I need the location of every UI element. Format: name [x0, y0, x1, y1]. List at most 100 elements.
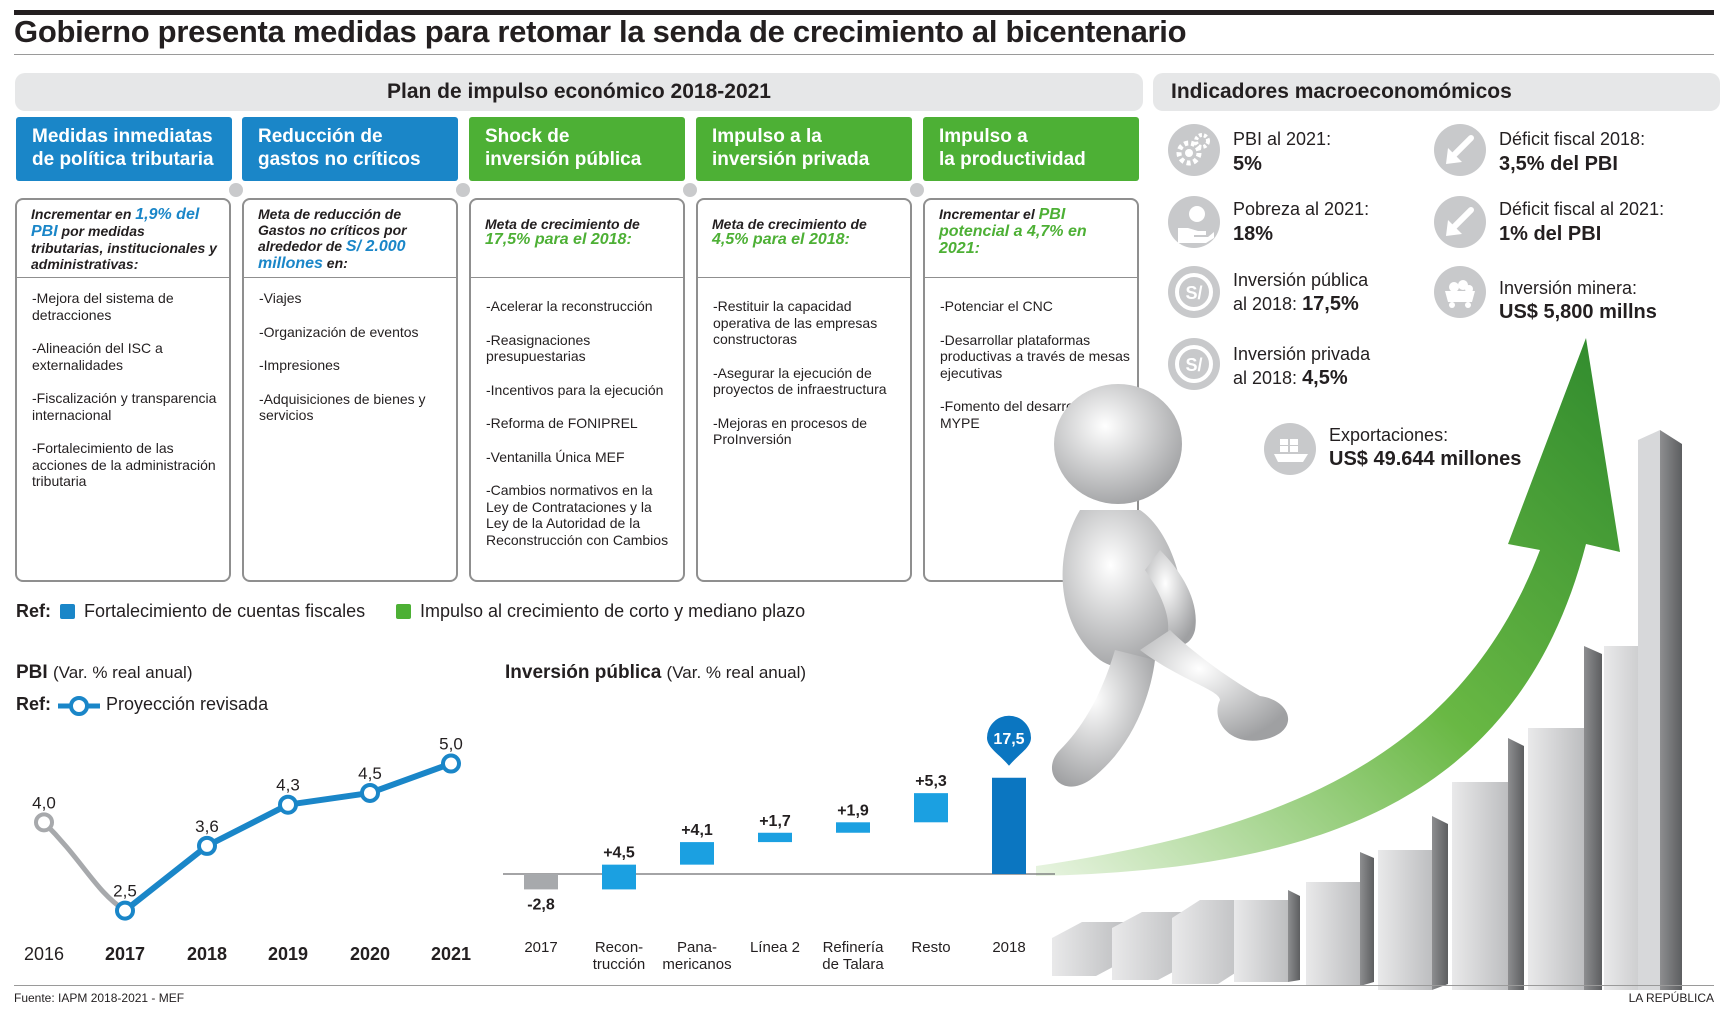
inv-chart-title: Inversión pública (Var. % real anual) — [505, 662, 806, 684]
list-item: -Fortalecimiento de las acciones de la a… — [32, 440, 216, 489]
card-items: -Restituir la capacidad operativa de las… — [698, 278, 910, 448]
indicator-label-line2: al 2018: 4,5% — [1233, 367, 1348, 390]
bar — [914, 793, 948, 823]
column-header-line: Medidas inmediatas — [32, 126, 213, 147]
indicator-label: Inversión privada — [1233, 344, 1371, 364]
hand-coin-icon — [1168, 196, 1220, 248]
indicator-label: Pobreza al 2021: — [1233, 199, 1370, 219]
intro-highlight: 1,9% del PBI — [31, 206, 200, 240]
legend-green-swatch — [396, 604, 411, 619]
list-item: -Desarrollar plataformas productivas a t… — [940, 331, 1130, 381]
card-inversion-privada: Meta de crecimiento de 4,5% para el 2018:… — [696, 198, 912, 582]
mine-cart-icon — [1434, 266, 1486, 318]
card-items: -Acelerar la reconstrucción -Reasignacio… — [471, 278, 683, 548]
legend-blue-label: Fortalecimiento de cuentas fiscales — [84, 601, 366, 621]
list-item: -Organización de eventos — [259, 323, 419, 340]
card-intro: Meta de reducción de Gastos no críticos … — [244, 200, 456, 278]
card-intro: Meta de crecimiento de 4,5% para el 2018: — [698, 200, 910, 278]
legend-blue-swatch — [60, 604, 75, 619]
bar-callout-marker — [987, 715, 1031, 766]
intro-text: Meta de reducción de Gastos no críticos … — [258, 206, 407, 254]
ship-icon — [1264, 423, 1316, 475]
x-tick-label: 2020 — [350, 944, 390, 964]
list-item: -Mejora del sistema de detracciones — [32, 290, 174, 323]
intro-text: Meta de crecimiento de — [712, 216, 867, 232]
bar — [602, 864, 636, 890]
list-item: -Fiscalización y transparencia internaci… — [32, 390, 217, 423]
data-label: 4,5 — [358, 764, 382, 783]
data-label: +1,7 — [759, 813, 791, 830]
source-note: Fuente: IAPM 2018-2021 - MEF — [14, 991, 185, 1005]
list-item: -Viajes — [259, 290, 302, 306]
connector-dot — [910, 183, 924, 197]
indicator-label: Inversión minera: — [1499, 278, 1638, 298]
data-label: -2,8 — [527, 896, 555, 913]
data-point — [441, 753, 461, 774]
indicator-value: 3,5% del PBI — [1499, 153, 1618, 175]
card-tributaria: Incrementar en 1,9% del PBI por medidas … — [15, 198, 231, 582]
list-item: -Adquisiciones de bienes y servicios — [259, 390, 426, 424]
x-tick-label: 2019 — [268, 944, 308, 964]
data-label: 17,5 — [993, 731, 1024, 748]
data-point — [115, 900, 135, 921]
data-label: 4,0 — [32, 793, 56, 812]
data-label: 4,3 — [276, 776, 300, 795]
column-header-line: inversión privada — [712, 149, 870, 170]
growth-illustration — [1036, 338, 1682, 990]
data-point — [34, 812, 54, 833]
list-item: -Reforma de FONIPREL — [486, 415, 638, 431]
indicator-label: Déficit fiscal al 2021: — [1499, 199, 1665, 219]
x-tick-label: Recon-trucción — [593, 939, 646, 973]
soles-icon: S/ — [1168, 266, 1220, 318]
indicator-label: PBI al 2021: — [1233, 129, 1332, 149]
headline: Gobierno presenta medidas para retomar l… — [14, 14, 1187, 49]
x-tick-label: 2017 — [105, 944, 145, 964]
list-item: -Reasignaciones presupuestarias — [486, 331, 591, 365]
data-point — [197, 835, 217, 856]
bar — [680, 842, 714, 865]
column-header-inversion-privada: Impulso a la inversión privada — [696, 117, 912, 181]
headline-rule — [14, 54, 1714, 55]
column-header-productividad: Impulso a la productividad — [923, 117, 1139, 181]
indicator-label-line2: al 2018: 17,5% — [1233, 293, 1359, 316]
data-label: +4,1 — [681, 822, 713, 839]
soles-icon: S/ — [1168, 338, 1220, 390]
data-point — [360, 782, 380, 803]
card-intro: Incrementar en 1,9% del PBI por medidas … — [17, 200, 229, 278]
column-header-line: de política tributaria — [32, 149, 214, 170]
brand: LA REPÚBLICA — [1628, 991, 1714, 1005]
pbi-subtitle: (Var. % real anual) — [52, 663, 193, 682]
bar — [758, 832, 792, 843]
svg-text:S/: S/ — [1185, 283, 1202, 303]
data-label: +4,5 — [603, 845, 635, 862]
pbi-legend-label: Proyección revisada — [106, 694, 269, 714]
list-item: -Impresiones — [259, 357, 340, 373]
list-item: -Cambios normativos en la Ley de Contrat… — [486, 482, 669, 548]
bar — [524, 874, 558, 890]
column-header-gastos: Reducción de gastos no críticos — [242, 117, 458, 181]
bar — [992, 777, 1026, 874]
card-items: -Mejora del sistema de detracciones -Ali… — [17, 278, 229, 490]
data-label: 2,5 — [113, 882, 137, 901]
series-line-histórico — [42, 820, 127, 913]
footer-rule — [14, 985, 1714, 986]
connector-dot — [456, 183, 470, 197]
indicator-value: 5% — [1233, 153, 1262, 175]
intro-text: por medidas tributarias, institucionales… — [31, 223, 217, 272]
list-item: -Ventanilla Única MEF — [486, 448, 625, 465]
x-tick-label: Resto — [911, 939, 950, 956]
column-header-line: Shock de — [485, 126, 570, 147]
legend-green-label: Impulso al crecimiento de corto y median… — [420, 601, 806, 621]
card-intro: Incrementar el PBI potencial a 4,7% en 2… — [925, 200, 1137, 278]
intro-highlight: 17,5% para el 2018: — [485, 231, 632, 248]
legend-ref: Ref: — [16, 601, 51, 621]
walking-figure — [1051, 384, 1289, 787]
pbi-legend-ref: Ref: — [16, 694, 51, 714]
column-header-tributaria: Medidas inmediatas de política tributari… — [16, 117, 232, 181]
top-rule — [14, 10, 1714, 15]
connector-dot — [683, 183, 697, 197]
bar — [836, 822, 870, 833]
data-label: 3,6 — [195, 817, 219, 836]
indicator-value: 1% del PBI — [1499, 223, 1602, 245]
x-tick-label: 2018 — [992, 939, 1025, 956]
